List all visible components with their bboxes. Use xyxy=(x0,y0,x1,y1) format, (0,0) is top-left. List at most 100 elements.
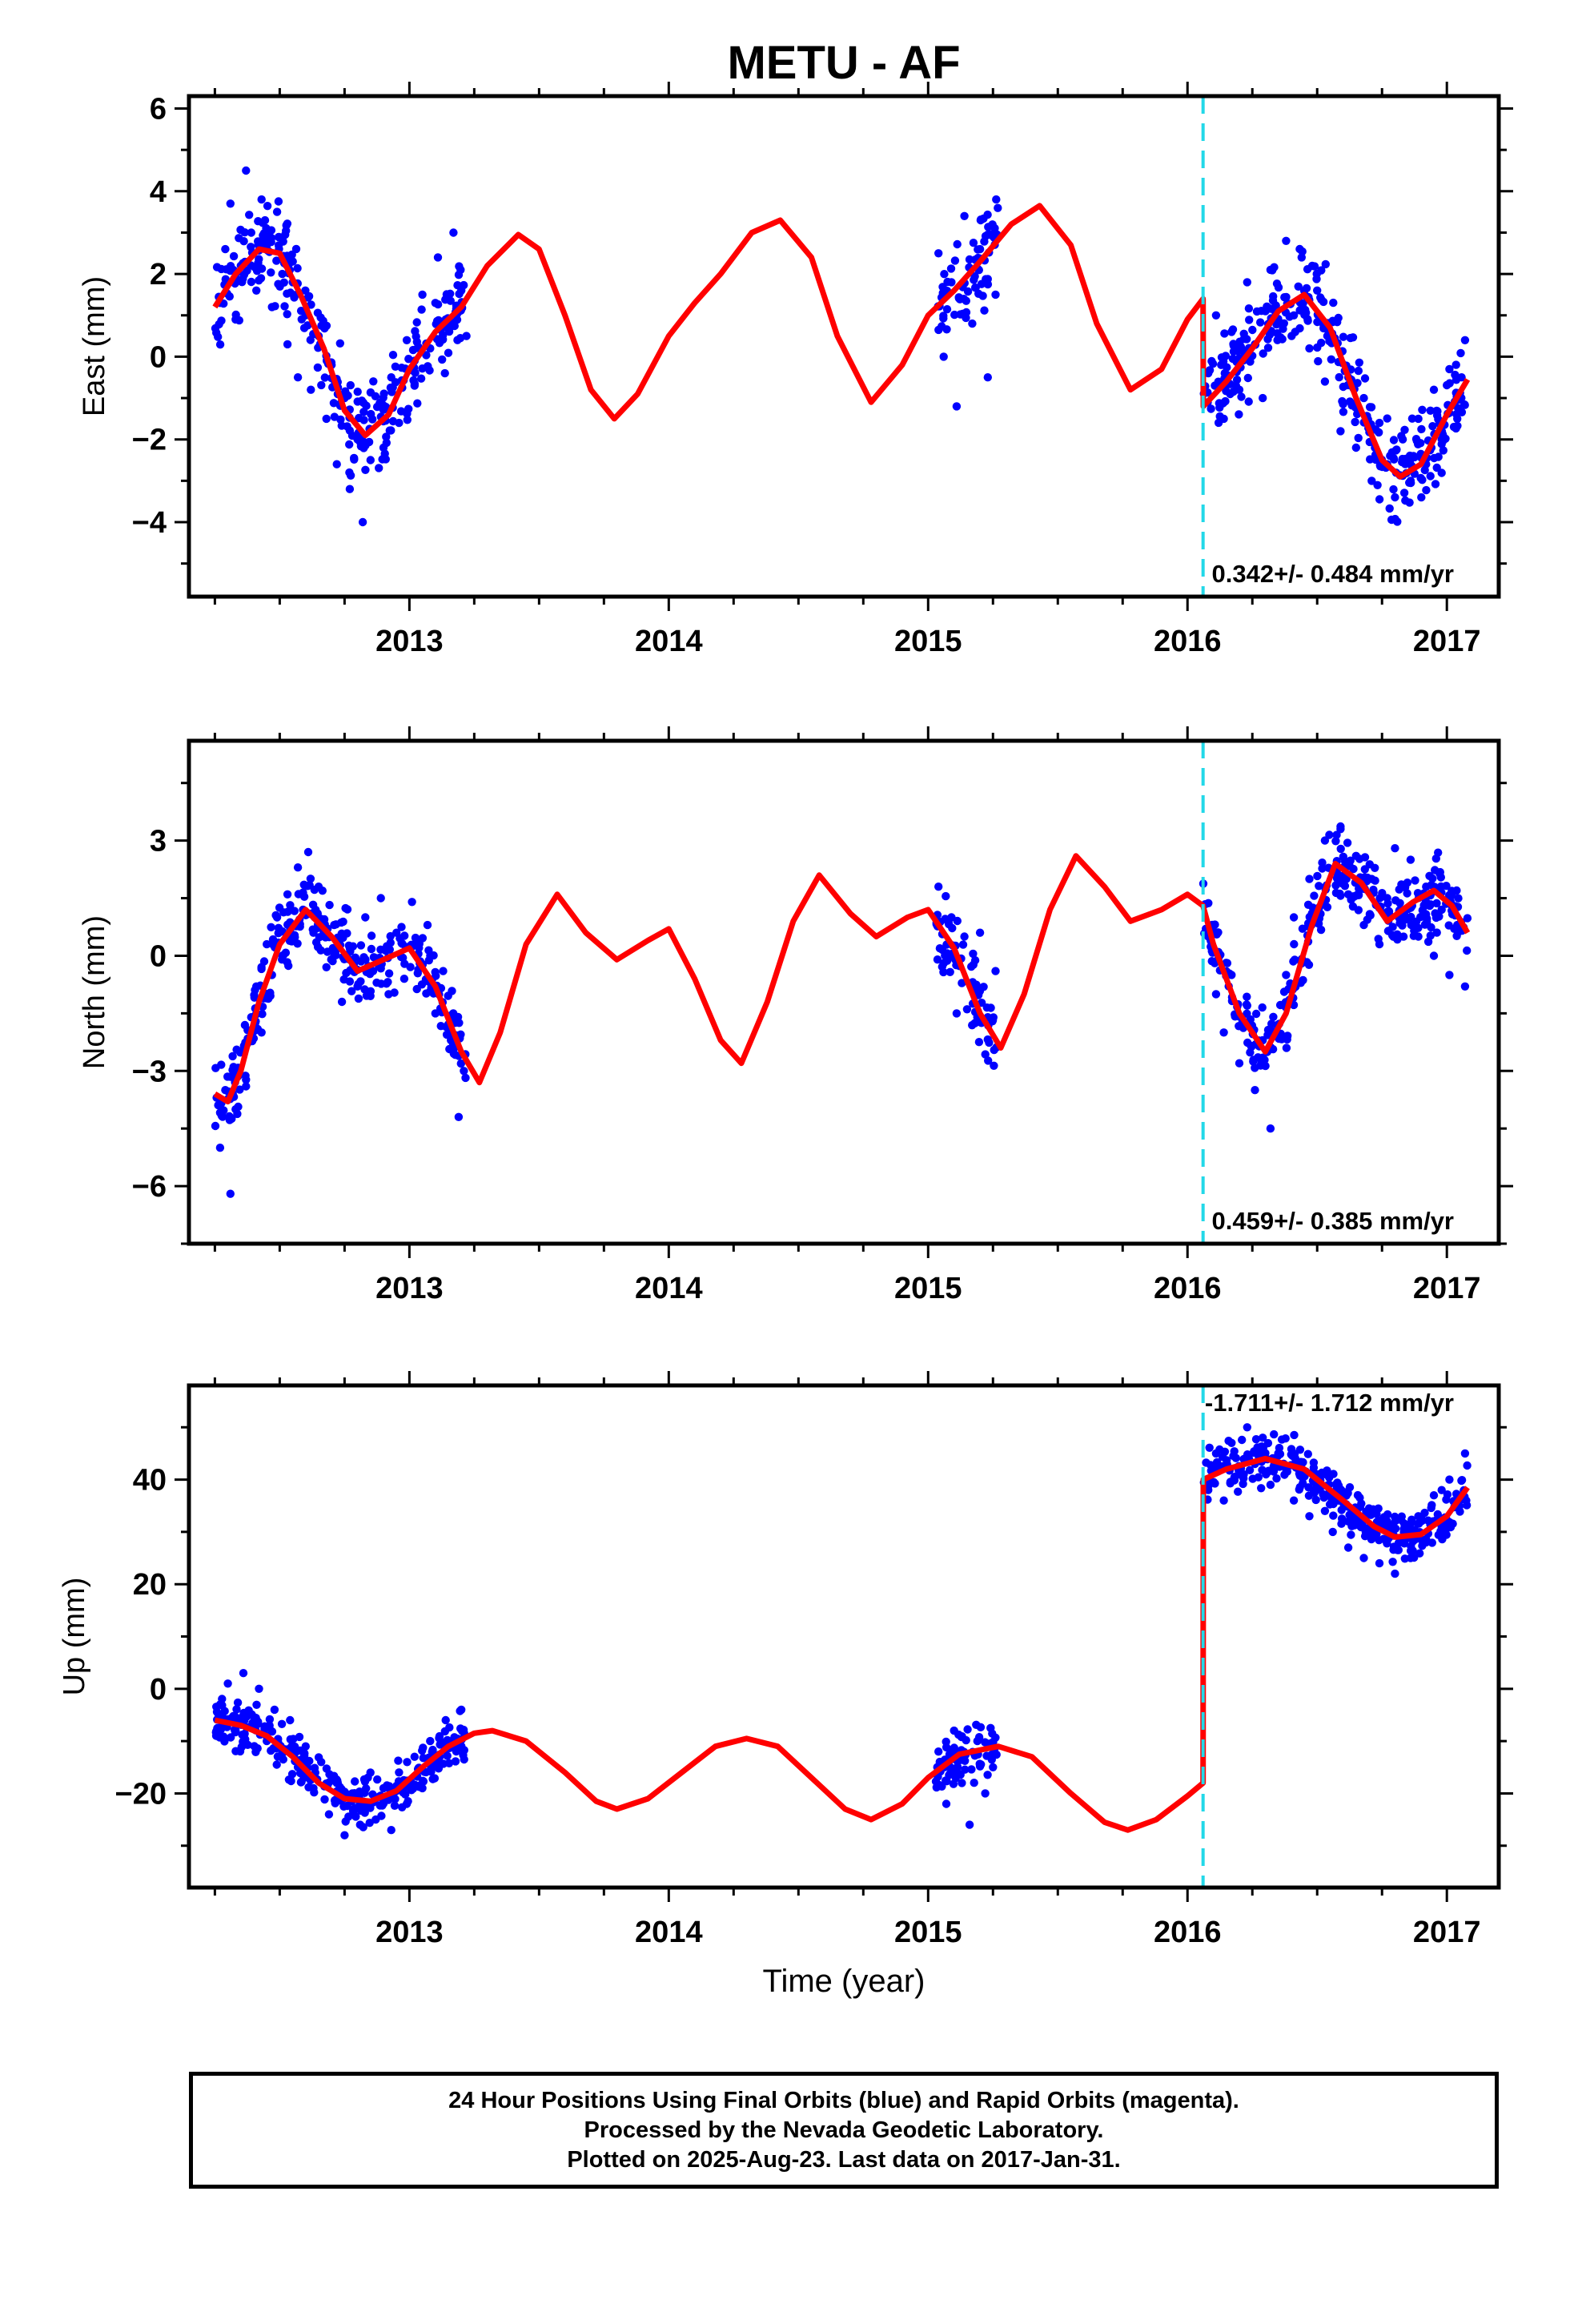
north-data-point xyxy=(1318,864,1327,873)
up-data-point xyxy=(1391,1516,1400,1526)
north-data-point xyxy=(341,903,350,913)
east-data-point xyxy=(211,324,220,333)
up-data-point xyxy=(1414,1519,1423,1528)
up-data-point xyxy=(1439,1529,1447,1538)
east-data-point xyxy=(987,231,997,240)
up-data-point xyxy=(1296,1458,1306,1466)
east-data-point xyxy=(254,217,263,226)
north-data-point xyxy=(356,957,366,966)
north-data-point xyxy=(242,1082,251,1091)
up-data-point xyxy=(324,1810,334,1819)
north-data-point xyxy=(322,963,331,972)
up-data-point xyxy=(251,1747,260,1756)
east-data-point xyxy=(446,289,455,298)
up-data-point xyxy=(343,1801,351,1811)
east-data-point xyxy=(412,318,421,327)
up-data-point xyxy=(291,1742,299,1751)
east-data-point xyxy=(950,310,959,320)
up-data-point xyxy=(1257,1484,1266,1493)
north-data-point xyxy=(1383,899,1392,908)
up-data-point xyxy=(295,1732,304,1742)
north-data-point xyxy=(223,1072,232,1081)
east-data-point xyxy=(1295,324,1304,333)
north-data-point xyxy=(1445,971,1454,979)
east-data-point xyxy=(313,308,323,317)
east-data-point xyxy=(1375,495,1384,504)
up-data-point xyxy=(1281,1434,1290,1443)
up-data-point xyxy=(390,1801,400,1810)
east-data-point xyxy=(418,364,427,373)
up-data-point xyxy=(1259,1433,1267,1442)
east-data-point xyxy=(1295,306,1304,315)
up-data-point xyxy=(230,1725,239,1735)
north-data-point xyxy=(250,991,259,999)
up-data-point xyxy=(340,1831,349,1839)
north-data-point xyxy=(1235,1059,1244,1068)
east-data-point xyxy=(1228,354,1238,364)
up-data-point xyxy=(398,1803,407,1811)
east-data-point xyxy=(375,464,383,472)
east-data-point xyxy=(1228,325,1238,334)
north-data-point xyxy=(408,898,416,907)
north-data-point xyxy=(436,1022,445,1031)
east-data-point xyxy=(283,340,292,349)
north-data-point xyxy=(449,1044,459,1053)
up-data-point xyxy=(239,1669,248,1678)
east-data-point xyxy=(1398,457,1407,467)
east-data-point xyxy=(1220,329,1229,338)
north-data-point xyxy=(1425,871,1434,881)
up-data-point xyxy=(260,1724,269,1733)
north-data-point xyxy=(367,944,376,954)
north-data-point xyxy=(1343,838,1352,847)
north-data-point xyxy=(1211,990,1221,999)
east-data-point xyxy=(969,239,978,247)
east-data-point xyxy=(1317,338,1326,348)
east-data-point xyxy=(236,225,245,235)
east-data-point xyxy=(332,460,341,468)
east-data-point xyxy=(1390,455,1399,464)
east-data-point xyxy=(1397,432,1406,440)
north-data-point xyxy=(413,969,422,978)
north-data-point xyxy=(383,978,392,987)
north-data-point xyxy=(211,1121,220,1131)
north-model-line xyxy=(213,853,1471,1105)
up-data-point xyxy=(265,1715,275,1724)
east-data-point xyxy=(1445,364,1454,374)
north-data-point xyxy=(1431,913,1441,923)
east-data-point xyxy=(982,275,992,284)
north-data-point xyxy=(1435,869,1444,879)
east-data-point xyxy=(274,197,283,206)
east-data-point xyxy=(974,245,982,254)
up-data-point xyxy=(961,1756,970,1765)
up-data-point xyxy=(1205,1443,1214,1453)
east-data-point xyxy=(271,302,279,311)
east-data-point xyxy=(371,392,380,400)
east-data-point xyxy=(977,279,986,288)
up-data-point xyxy=(351,1777,359,1786)
east-data-point xyxy=(1383,414,1391,423)
east-data-point xyxy=(968,319,977,328)
east-data-point xyxy=(1273,336,1282,344)
north-data-point xyxy=(1335,889,1344,899)
east-y-tick-label: 2 xyxy=(150,258,167,292)
east-data-point xyxy=(1287,332,1296,340)
up-data-point xyxy=(243,1740,252,1749)
north-data-point xyxy=(1246,1048,1255,1057)
up-data-point xyxy=(991,1733,1000,1742)
east-data-point xyxy=(350,453,359,463)
east-data-point xyxy=(1452,360,1460,369)
east-data-point xyxy=(1211,311,1221,320)
east-data-point xyxy=(367,409,375,419)
up-data-point xyxy=(934,1747,943,1756)
east-data-point xyxy=(1429,385,1439,394)
north-data-point xyxy=(1332,830,1341,839)
up-data-point xyxy=(1460,1449,1470,1458)
east-data-point xyxy=(1256,318,1265,327)
east-plot-area xyxy=(211,96,1471,597)
east-data-point xyxy=(409,376,418,385)
up-data-point xyxy=(277,1719,287,1728)
east-data-point xyxy=(1452,376,1461,384)
north-data-point xyxy=(1282,971,1291,979)
north-data-point xyxy=(1331,881,1340,890)
east-data-point xyxy=(1243,278,1252,287)
